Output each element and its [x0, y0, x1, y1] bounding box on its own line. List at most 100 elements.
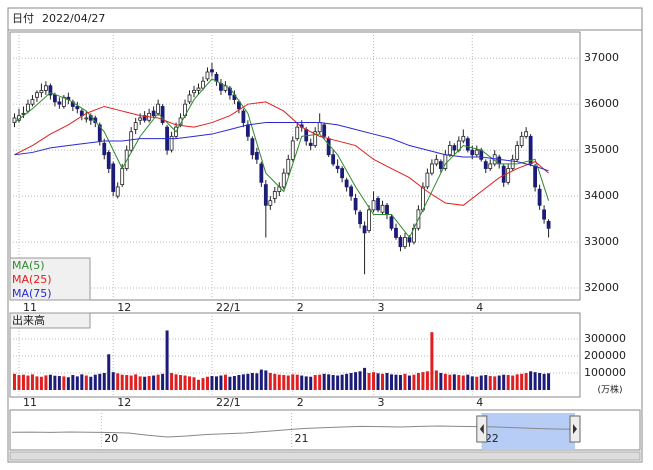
volume-bar	[259, 369, 263, 390]
volume-bar	[300, 375, 304, 390]
candle-body	[156, 103, 161, 114]
x-tick-label: 4	[476, 396, 483, 409]
candle-body	[286, 158, 291, 174]
candle-body	[483, 161, 488, 169]
volume-bar	[44, 375, 48, 390]
candle-body	[344, 179, 349, 188]
candle-body	[201, 80, 205, 89]
volume-bar	[479, 375, 483, 390]
volume-bar	[439, 372, 443, 390]
volume-bar	[26, 375, 30, 390]
volume-bar	[358, 371, 362, 390]
candle-body	[533, 165, 538, 188]
volume-bar	[282, 375, 286, 390]
volume-bar	[470, 376, 474, 390]
volume-bar	[430, 332, 434, 390]
volume-label: 出来高	[12, 313, 45, 327]
candle-body	[429, 163, 434, 174]
volume-bar	[416, 372, 420, 390]
volume-bar	[241, 374, 245, 390]
volume-bar	[147, 376, 151, 390]
volume-bar	[520, 373, 524, 390]
candle-body	[438, 161, 443, 169]
candle-body	[106, 152, 111, 169]
volume-bar	[125, 375, 129, 390]
navigator-selection[interactable]	[481, 413, 575, 450]
candle-body	[326, 138, 331, 156]
volume-bar	[309, 376, 313, 390]
candle-body	[57, 101, 62, 105]
volume-bar	[363, 367, 367, 390]
candle-body	[48, 85, 53, 96]
candle-body	[317, 122, 322, 133]
volume-bar	[53, 375, 57, 390]
volume-bar	[39, 376, 43, 390]
volume-bar	[425, 371, 429, 390]
candle-body	[358, 211, 362, 225]
candle-body	[268, 200, 273, 206]
volume-bar	[313, 375, 317, 390]
candle-body	[205, 71, 210, 80]
candle-body	[196, 87, 201, 91]
volume-tick-label: 200000	[584, 349, 626, 362]
handle-arrow	[479, 424, 484, 434]
volume-bar	[389, 374, 393, 390]
volume-bar	[210, 376, 214, 390]
volume-bar	[340, 374, 344, 390]
x-tick-label: 2	[297, 301, 304, 314]
candle-body	[241, 110, 246, 123]
volume-tick-label: 300000	[584, 332, 626, 345]
y-tick-label: 33000	[584, 235, 619, 248]
volume-bar	[98, 373, 102, 390]
volume-bar	[268, 372, 272, 390]
volume-bar	[192, 377, 196, 390]
volume-bar	[12, 373, 16, 390]
candle-body	[349, 186, 354, 197]
volume-bar	[452, 374, 456, 390]
volume-bar	[511, 375, 515, 390]
y-tick-label: 36000	[584, 97, 619, 110]
scrollbar[interactable]	[9, 451, 641, 461]
volume-bar	[506, 375, 510, 390]
candle-body	[371, 200, 376, 211]
candle-body	[308, 142, 313, 146]
candle-body	[39, 89, 44, 94]
volume-bar	[107, 354, 111, 390]
volume-tick-label: 100000	[584, 366, 626, 379]
x-tick-label: 11	[23, 301, 37, 314]
volume-bar	[165, 330, 169, 390]
volume-bar	[457, 375, 461, 390]
volume-bar	[223, 374, 227, 390]
volume-bar	[205, 376, 209, 390]
volume-bar	[443, 373, 447, 390]
candle-body	[44, 85, 48, 91]
header	[7, 7, 643, 31]
candle-body	[398, 237, 403, 248]
volume-bar	[183, 375, 187, 390]
volume-bar	[75, 376, 79, 390]
candle-body	[465, 138, 470, 151]
volume-bar	[179, 375, 183, 390]
candle-body	[290, 140, 295, 160]
volume-bar	[497, 375, 501, 390]
y-tick-label: 32000	[584, 281, 619, 294]
date: 2022/04/27	[42, 12, 105, 25]
candle-body	[515, 145, 520, 160]
volume-bar	[138, 376, 142, 390]
volume-bar	[214, 376, 218, 390]
x-tick-label: 22/1	[216, 301, 241, 314]
legend-entry: MA(25)	[12, 273, 52, 286]
candle-body	[537, 188, 542, 206]
price-panel	[9, 31, 581, 301]
volume-bar	[129, 375, 133, 390]
volume-bar	[102, 372, 106, 390]
y-tick-label: 34000	[584, 189, 619, 202]
candle-body	[129, 131, 134, 151]
volume-bar	[156, 374, 160, 390]
volume-bar	[197, 379, 201, 390]
volume-bar	[30, 374, 34, 390]
candle-body	[546, 220, 551, 229]
candle-body	[470, 149, 475, 156]
volume-bar	[111, 372, 115, 390]
candle-body	[138, 117, 143, 121]
